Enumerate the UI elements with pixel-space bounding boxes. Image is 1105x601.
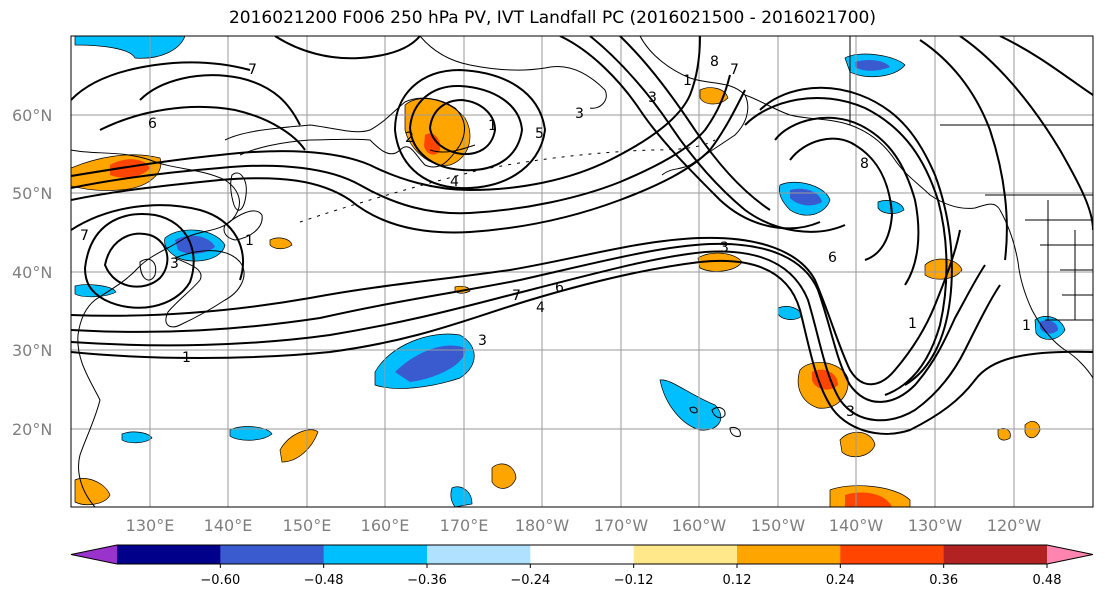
lat-label: 60°N (12, 106, 52, 125)
contour-label: 2 (405, 130, 414, 146)
contour-label: 6 (828, 250, 837, 266)
colorbar-tick-label: 0.36 (929, 573, 958, 588)
colorbar-tick-labels: −0.60 −0.48 −0.36 −0.24 −0.12 0.12 0.24 0.36 0.4… (200, 564, 1062, 588)
colorbar-extend-max (1047, 545, 1093, 564)
colorbar-swatch (117, 545, 221, 564)
fill-lowlat-orange (839, 432, 876, 458)
lon-label: 130°W (908, 516, 963, 535)
contour-label: 4 (450, 174, 459, 190)
colorbar-swatch (633, 545, 738, 564)
lon-label: 160°E (361, 516, 410, 535)
fill-japan-darkblue (175, 235, 215, 254)
colorbar-swatch (530, 545, 635, 564)
contour-label: 8 (860, 156, 869, 172)
colorbar-tick-label: 0.24 (826, 573, 855, 588)
contour-label: 1 (182, 350, 191, 366)
lon-label: 170°W (594, 516, 649, 535)
fill-small-blue-1 (229, 426, 273, 441)
fill-alaska-darkblue (855, 59, 890, 71)
contour-label: 1 (683, 73, 692, 89)
colorbar (70, 544, 1094, 565)
contour-label: 3 (648, 90, 657, 106)
lon-label: 170°E (440, 516, 489, 535)
coastlines (71, 36, 1093, 507)
contour-label: 3 (720, 240, 729, 256)
map-frame (70, 35, 1094, 508)
colorbar-tick-label: 0.48 (1033, 573, 1062, 588)
fill-small-orange (491, 463, 517, 489)
fill-hawaii-blue (659, 379, 722, 431)
lon-label: 130°E (126, 516, 175, 535)
fill-small-orange-3 (997, 428, 1011, 441)
contour-label: 6 (555, 280, 564, 296)
fill-westband-red (110, 159, 150, 178)
fill-wpac-orange (279, 429, 319, 463)
contour-label: 3 (575, 106, 584, 122)
lat-label: 50°N (12, 184, 52, 203)
colorbar-outline (70, 544, 1094, 565)
fill-small-orange-4 (269, 237, 293, 250)
contour-label: 1 (908, 316, 917, 332)
lon-label: 120°W (987, 516, 1042, 535)
lon-label: 140°E (204, 516, 253, 535)
contour-label: 1 (1022, 318, 1031, 334)
colorbar-tick-label: −0.12 (614, 573, 654, 588)
fill-bottom-red (845, 492, 892, 507)
contour-label: 7 (512, 288, 521, 304)
latitude-labels: 60°N 50°N 40°N 30°N 20°N (12, 106, 52, 439)
contour-label: 7 (80, 228, 89, 244)
lat-label: 30°N (12, 341, 52, 360)
lon-label: 180°W (515, 516, 570, 535)
lat-label: 40°N (12, 263, 52, 282)
contour-label: 3 (846, 404, 855, 420)
fill-kamchatka-red (424, 133, 441, 155)
contour-label: 4 (536, 300, 545, 316)
lon-label: 150°W (751, 516, 806, 535)
colorbar-tick-label: −0.24 (510, 573, 550, 588)
lon-label: 150°E (283, 516, 332, 535)
contour-label: 7 (730, 62, 739, 78)
contour-labels: 7 6 4 5 3 1 2 8 1 3 7 6 7 3 1 3 8 1 3 6 … (80, 54, 1031, 420)
colorbar-swatch (323, 545, 428, 564)
contour-label: 7 (248, 62, 257, 78)
contour-label: 1 (488, 118, 497, 134)
fill-small-orange-6 (74, 478, 111, 505)
colorbar-swatch (427, 545, 531, 564)
contour-label: 8 (710, 54, 719, 70)
fill-small-orange-2 (1024, 421, 1041, 439)
map-title: 2016021200 F006 250 hPa PV, IVT Landfall… (228, 8, 876, 28)
fill-pacific-darkblue (395, 345, 466, 382)
colorbar-swatch (737, 545, 841, 564)
colorbar-tick-label: −0.48 (304, 573, 344, 588)
pv-contours (71, 36, 1093, 435)
lat-label: 20°N (12, 420, 52, 439)
colorbar-swatch (943, 545, 1048, 564)
lon-label: 140°W (829, 516, 884, 535)
colorbar-swatch (840, 545, 945, 564)
colorbar-tick-label: −0.36 (407, 573, 447, 588)
colorbar-tick-label: 0.12 (723, 573, 752, 588)
longitude-labels: 130°E 140°E 150°E 160°E 170°E 180°W 170°… (126, 516, 1042, 535)
fill-small-blue-2 (121, 431, 153, 444)
fill-topleft-blue (74, 36, 186, 59)
colorbar-swatch (220, 545, 325, 564)
contour-label: 3 (478, 333, 487, 349)
colorbar-tick-label: −0.60 (200, 573, 240, 588)
lon-label: 160°W (672, 516, 727, 535)
contour-label: 6 (148, 116, 157, 132)
contour-label: 3 (170, 256, 179, 272)
colorbar-extend-min (71, 545, 117, 564)
contour-label: 1 (245, 233, 254, 249)
contour-label: 5 (535, 126, 544, 142)
gridlines (71, 36, 1093, 507)
